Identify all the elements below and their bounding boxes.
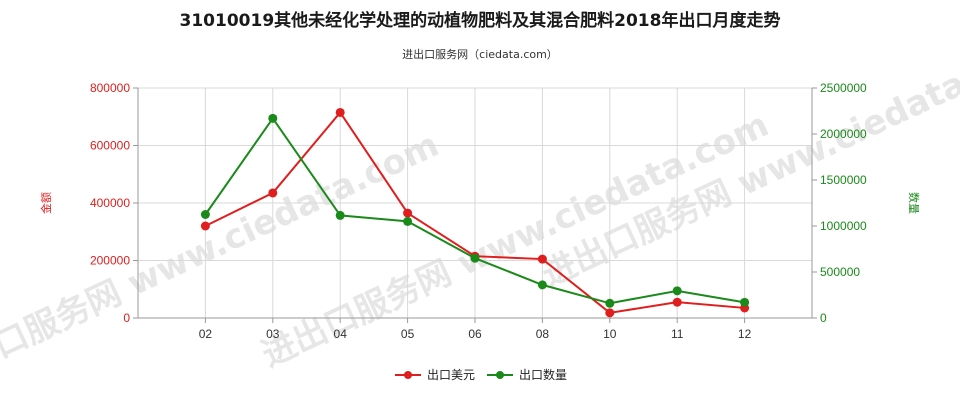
- series-2-point: [403, 216, 413, 226]
- series-1-point: [537, 254, 547, 264]
- chart-title: 31010019其他未经化学处理的动植物肥料及其混合肥料2018年出口月度走势: [180, 10, 781, 31]
- legend-label: 出口数量: [519, 367, 567, 382]
- y-right-tick-label: 1000000: [820, 219, 867, 233]
- x-tick-label: 10: [603, 327, 617, 341]
- x-tick-label: 03: [266, 327, 280, 341]
- y-right-tick-label: 0: [820, 311, 827, 325]
- series-2-point: [672, 286, 682, 296]
- legend: 出口美元 出口数量: [395, 367, 567, 382]
- x-tick-label: 06: [468, 327, 482, 341]
- series-1-point: [605, 308, 615, 318]
- legend-label: 出口美元: [427, 368, 475, 382]
- series-1-point: [672, 297, 682, 307]
- series-2-point: [537, 280, 547, 290]
- watermark-text: 进出口服务网 www.ciedata.com: [536, 25, 960, 295]
- series-2-point: [268, 113, 278, 123]
- series-layer: [200, 107, 750, 318]
- legend-swatch-point: [404, 371, 412, 379]
- series-2-point: [740, 297, 750, 307]
- y-left-tick-label: 0: [123, 311, 130, 325]
- series-1-point: [403, 208, 413, 218]
- x-tick-label: 11: [671, 327, 684, 341]
- y-right-tick-label: 500000: [820, 265, 860, 279]
- series-1-point: [335, 107, 345, 117]
- series-2-point: [470, 253, 480, 263]
- y-left-tick-label: 800000: [90, 81, 130, 95]
- y-left-label: 金额: [39, 192, 53, 214]
- grid: [138, 87, 812, 319]
- series-1-point: [268, 188, 278, 198]
- y-left-tick-label: 200000: [90, 254, 130, 268]
- x-tick-label: 12: [738, 327, 752, 341]
- y-left-tick-label: 400000: [90, 196, 130, 210]
- series-2-point: [335, 210, 345, 220]
- chart-subtitle: 进出口服务网（ciedata.com）: [402, 47, 558, 61]
- x-tick-label: 08: [536, 327, 550, 341]
- x-ticks: 02 03 04 05 06 08 10 11 12: [199, 318, 752, 341]
- x-tick-label: 02: [199, 327, 213, 341]
- y-right-tick-label: 2000000: [820, 127, 867, 141]
- y-left-tick-label: 600000: [90, 139, 130, 153]
- y-right-tick-label: 1500000: [820, 173, 867, 187]
- series-1-point: [200, 221, 210, 231]
- x-tick-label: 04: [334, 327, 348, 341]
- y-left-ticks: 0 200000 400000 600000 800000: [90, 81, 138, 325]
- x-tick-label: 05: [401, 327, 415, 341]
- y-right-tick-label: 2500000: [820, 81, 867, 95]
- y-right-label: 数量: [907, 192, 920, 214]
- y-right-ticks: 0 500000 1000000 1500000 2000000 2500000: [812, 81, 867, 325]
- series-2-point: [605, 298, 615, 308]
- series-2-point: [200, 210, 210, 219]
- legend-swatch-point: [496, 371, 504, 379]
